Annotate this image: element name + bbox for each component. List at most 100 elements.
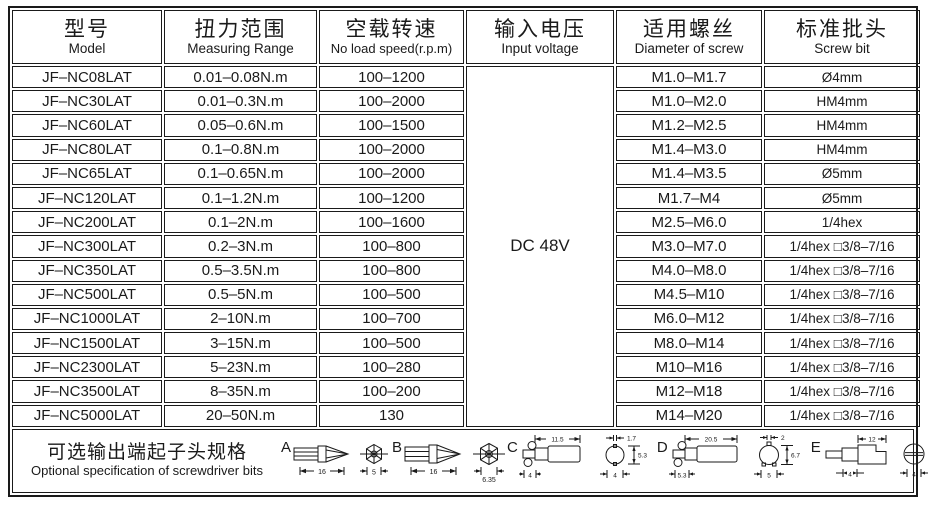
torque-cell: 20–50N.m <box>164 404 317 427</box>
svg-text:16: 16 <box>430 469 438 476</box>
optional-bits-title: 可选输出端起子头规格 Optional specification of scr… <box>13 442 281 479</box>
table-row: JF–NC350LAT 0.5–3.5N.m 100–800 M4.0–M8.0 1/4… <box>12 259 920 282</box>
bit-d-label: D <box>656 438 668 456</box>
speed-cell: 100–700 <box>319 307 464 331</box>
header-bit-en: Screw bit <box>814 40 870 56</box>
header-screw-en: Diameter of screw <box>634 40 744 56</box>
svg-text:11.5: 11.5 <box>551 436 564 443</box>
optional-bits-title-en: Optional specification of screwdriver bi… <box>31 463 263 479</box>
table-row: JF–NC30LAT 0.01–0.3N.m 100–2000 M1.0–M2.0 HM… <box>12 90 920 113</box>
svg-text:4: 4 <box>528 472 532 479</box>
model-cell: JF–NC60LAT <box>12 114 162 137</box>
table-row: JF–NC80LAT 0.1–0.8N.m 100–2000 M1.4–M3.0 HM4… <box>12 138 920 161</box>
bit-drawing-a: A 16 5 <box>281 434 392 488</box>
torque-cell: 0.1–0.8N.m <box>164 138 317 161</box>
screw-cell: M1.4–M3.0 <box>616 138 762 161</box>
bit-drawing-e: E 12 4 <box>811 434 930 488</box>
screw-cell: M1.0–M1.7 <box>616 66 762 89</box>
header-voltage-zh: 输入电压 <box>494 17 586 41</box>
bit-cell: Ø4mm <box>764 66 920 89</box>
voltage-cell: DC 48V <box>466 66 614 427</box>
round-bit-drawing-icon: 11.5 4 1.7 5.3 <box>518 434 647 479</box>
model-cell: JF–NC30LAT <box>12 90 162 113</box>
svg-text:6.35: 6.35 <box>482 477 496 484</box>
speed-cell: 100–2000 <box>319 138 464 161</box>
svg-text:20.5: 20.5 <box>704 436 717 443</box>
hex-bit-drawing-icon: 16 5 <box>293 443 389 476</box>
header-voltage-en: Input voltage <box>501 40 579 56</box>
torque-cell: 0.01–0.08N.m <box>164 66 317 89</box>
bit-cell: 1/4hex □3/8–7/16 <box>764 235 920 258</box>
table-row: JF–NC1500LAT 3–15N.m 100–500 M8.0–M14 1/4hex… <box>12 332 920 355</box>
hex-bit-drawing-icon: 16 6.35 <box>404 442 506 484</box>
svg-text:4: 4 <box>613 472 617 479</box>
header-screw-zh: 适用螺丝 <box>643 17 735 41</box>
torque-cell: 0.1–2N.m <box>164 211 317 234</box>
header-speed: 空载转速 No load speed(r.p.m) <box>319 10 464 64</box>
bit-cell: 1/4hex □3/8–7/16 <box>764 332 920 355</box>
model-cell: JF–NC5000LAT <box>12 404 162 427</box>
table-row: JF–NC500LAT 0.5–5N.m 100–500 M4.5–M10 1/4hex… <box>12 283 920 306</box>
bit-drawing-b: B 16 6.35 <box>392 434 507 488</box>
torque-cell: 3–15N.m <box>164 332 317 355</box>
model-cell: JF–NC500LAT <box>12 283 162 306</box>
torque-cell: 0.5–5N.m <box>164 283 317 306</box>
table-row: JF–NC3500LAT 8–35N.m 100–200 M12–M18 1/4hex … <box>12 380 920 403</box>
bit-a-label: A <box>281 438 292 456</box>
speed-cell: 100–200 <box>319 380 464 403</box>
optional-bits-title-zh: 可选输出端起子头规格 <box>46 442 247 464</box>
speed-cell: 100–500 <box>319 283 464 306</box>
model-cell: JF–NC120LAT <box>12 186 162 210</box>
screw-cell: M6.0–M12 <box>616 307 762 331</box>
model-cell: JF–NC2300LAT <box>12 356 162 379</box>
bit-cell: Ø5mm <box>764 162 920 185</box>
torque-cell: 0.1–1.2N.m <box>164 186 317 210</box>
header-model: 型号 Model <box>12 10 162 64</box>
screw-cell: M1.2–M2.5 <box>616 114 762 137</box>
torque-cell: 0.1–0.65N.m <box>164 162 317 185</box>
speed-cell: 130 <box>319 404 464 427</box>
svg-text:12: 12 <box>868 436 876 443</box>
table-row: JF–NC300LAT 0.2–3N.m 100–800 M3.0–M7.0 1/4he… <box>12 235 920 258</box>
bit-c-label: C <box>507 438 518 456</box>
bit-cell: HM4mm <box>764 138 920 161</box>
torque-cell: 5–23N.m <box>164 356 317 379</box>
speed-cell: 100–500 <box>319 332 464 355</box>
flat-bit-drawing-icon: 12 4 4 <box>825 434 928 478</box>
speed-cell: 100–800 <box>319 259 464 282</box>
header-voltage: 输入电压 Input voltage <box>466 10 614 64</box>
screw-cell: M10–M16 <box>616 356 762 379</box>
model-cell: JF–NC350LAT <box>12 259 162 282</box>
model-cell: JF–NC80LAT <box>12 138 162 161</box>
speed-cell: 100–2000 <box>319 162 464 185</box>
svg-text:5.3: 5.3 <box>677 472 686 479</box>
model-cell: JF–NC65LAT <box>12 162 162 185</box>
bit-cell: HM4mm <box>764 90 920 113</box>
bit-cell: 1/4hex □3/8–7/16 <box>764 259 920 282</box>
header-model-en: Model <box>68 40 106 56</box>
header-torque-en: Measuring Range <box>187 40 294 56</box>
spec-sheet: 型号 Model 扭力范围 Measuring Range 空载转速 No load … <box>8 6 928 497</box>
torque-cell: 0.5–3.5N.m <box>164 259 317 282</box>
speed-cell: 100–1500 <box>319 114 464 137</box>
svg-text:6.7: 6.7 <box>791 452 800 459</box>
screw-cell: M1.7–M4 <box>616 186 762 210</box>
svg-text:2: 2 <box>781 435 785 442</box>
screw-cell: M8.0–M14 <box>616 332 762 355</box>
bit-b-label: B <box>392 438 403 456</box>
table-row: JF–NC60LAT 0.05–0.6N.m 100–1500 M1.2–M2.5 HM… <box>12 114 920 137</box>
model-cell: JF–NC200LAT <box>12 211 162 234</box>
torque-cell: 0.01–0.3N.m <box>164 90 317 113</box>
bit-e-label: E <box>810 438 821 456</box>
svg-text:16: 16 <box>318 469 326 476</box>
table-row: JF–NC5000LAT 20–50N.m 130 M14–M20 1/4hex □3/… <box>12 404 920 427</box>
speed-cell: 100–1600 <box>319 211 464 234</box>
model-cell: JF–NC1500LAT <box>12 332 162 355</box>
bit-drawing-d: D 20.5 5.3 <box>657 434 811 488</box>
bit-cell: 1/4hex □3/8–7/16 <box>764 307 920 331</box>
table-row: JF–NC120LAT 0.1–1.2N.m 100–1200 M1.7–M4 Ø5mm <box>12 186 920 210</box>
svg-text:4: 4 <box>912 471 916 478</box>
torque-cell: 8–35N.m <box>164 380 317 403</box>
speed-cell: 100–1200 <box>319 66 464 89</box>
bit-cell: 1/4hex □3/8–7/16 <box>764 404 920 427</box>
